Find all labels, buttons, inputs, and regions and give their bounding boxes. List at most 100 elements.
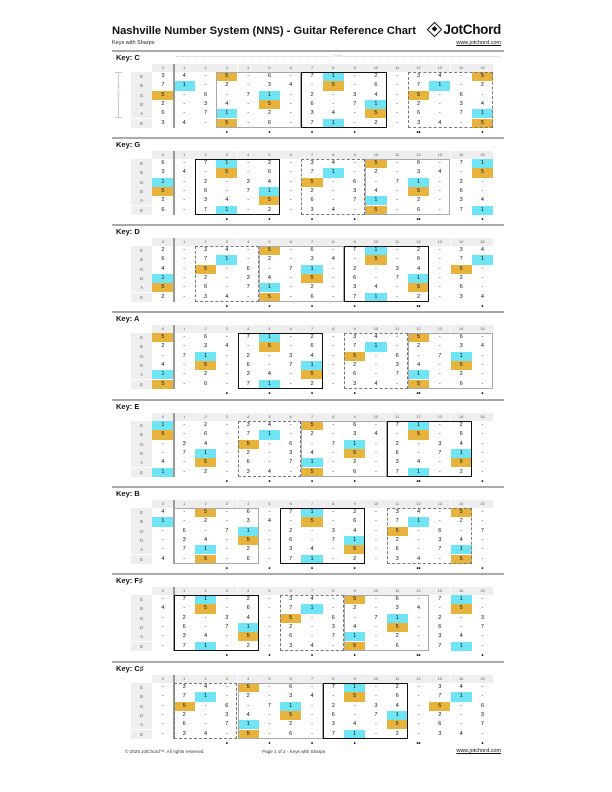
note-cell: 7 [246,334,250,340]
note-cell: - [311,684,313,690]
note-cell: 3 [438,730,442,737]
note-cell: 4 [267,422,271,428]
note-cell: - [438,422,441,428]
note-cell: 7 [395,468,399,475]
note-cell: 6 [416,206,421,213]
fret-number: 6 [280,325,302,333]
note-cell: 6 [289,440,293,447]
note-cell: 1 [301,264,323,274]
note-cell: - [289,274,292,281]
note-cell: - [289,256,292,263]
note-cell: - [247,73,250,79]
note-cell: 1 [258,186,281,197]
fret-marker-dot: • [268,303,271,310]
note-cell: 4 [353,527,357,534]
note-cell: - [247,256,250,263]
note-cell: - [225,284,228,291]
note-cell: 5 [301,370,323,380]
note-cell: 3 [203,247,208,253]
fret-marker-dot: • [310,129,314,136]
note-cell: 4 [289,82,293,89]
note-cell: 3 [416,169,421,176]
note-cell: 4 [246,711,250,718]
note-cell: 4 [161,265,165,272]
note-cell: - [460,82,463,89]
note-cell: 2 [416,343,421,350]
note-cell: 4 [310,693,314,700]
note-cell: 2 [161,197,165,204]
note-cell: 4 [438,169,442,176]
note-cell: 1 [450,351,472,361]
fret-number: 13 [429,587,451,595]
note-cell: - [396,91,399,98]
note-cell: 2 [395,730,399,737]
fret-number: 7 [301,238,323,246]
note-cell: 1 [471,109,494,119]
note-cell: 7 [182,642,186,649]
note-cell: - [162,546,164,553]
note-cell: 1 [280,701,302,711]
note-cell: 1 [407,177,430,187]
note-cell: 3 [225,711,229,718]
note-cell: 7 [289,605,293,612]
note-cell: 5 [152,379,174,389]
note-cell: - [247,293,250,300]
note-cell: - [375,555,377,562]
note-cell: - [438,274,441,281]
fret-number: 9 [344,151,366,159]
note-cell: 1 [258,333,281,343]
note-cell: 1 [407,467,430,477]
string-label: E [131,467,153,477]
key-label: Key: E [116,402,140,411]
note-cell: - [417,684,420,690]
page-subtitle: Keys with Sharps [112,40,155,46]
note-cell: - [417,614,420,621]
note-cell: 7 [438,642,442,649]
note-cell: - [183,334,186,340]
string-label: E [131,683,153,693]
note-cell: 4 [310,596,314,602]
note-cell: 6 [161,256,165,263]
note-cell: 4 [331,160,335,166]
note-cell: 7 [331,633,335,640]
fret-number: 14 [450,500,472,508]
note-cell: - [162,684,164,690]
fret-number: 3 [216,413,238,421]
note-cell: 4 [395,702,399,709]
note-cell: 1 [152,177,174,187]
note-cell: 2 [203,274,208,281]
note-cell: - [417,527,420,534]
note-cell: 3 [395,605,399,612]
fret-number: 7 [301,500,323,508]
note-cell: 2 [416,293,421,300]
note-cell: 2 [246,642,250,649]
note-cell: 6 [310,293,314,300]
note-cell: - [417,702,420,709]
note-cell: - [375,178,377,185]
note-cell: 6 [267,169,271,176]
fret-number: 3 [216,675,238,683]
string-label: G [131,351,153,361]
string-label: B [131,342,153,352]
note-cell: - [204,169,207,176]
strings-indicator: Strings [112,72,126,118]
note-cell: - [332,178,335,185]
note-cell: 4 [416,361,421,368]
note-cell: - [162,633,164,640]
note-cell: - [162,449,164,456]
note-cell: 3 [182,536,186,543]
fret-marker-dot: • [310,478,314,485]
string-label: B [131,168,153,178]
note-cell: 1 [301,360,323,371]
footer-url-link[interactable]: www.jotchord.com [456,748,501,754]
note-cell: 4 [267,371,271,378]
key-chart-section: Key: F♯ 0 1 2 3 4 5 6 7 8 9 10 11 12 13 14 15 E -7 1-2-3 4-5… [112,573,504,659]
note-cell: 1 [237,526,259,536]
key-label: Key: B [116,489,140,498]
fret-number: 7 [301,413,323,421]
header-url-link[interactable]: www.jotchord.com [456,40,501,46]
note-cell: - [417,596,420,602]
note-cell: 4 [416,605,421,612]
note-cell: 2 [459,178,463,185]
note-cell: 5 [344,448,366,459]
